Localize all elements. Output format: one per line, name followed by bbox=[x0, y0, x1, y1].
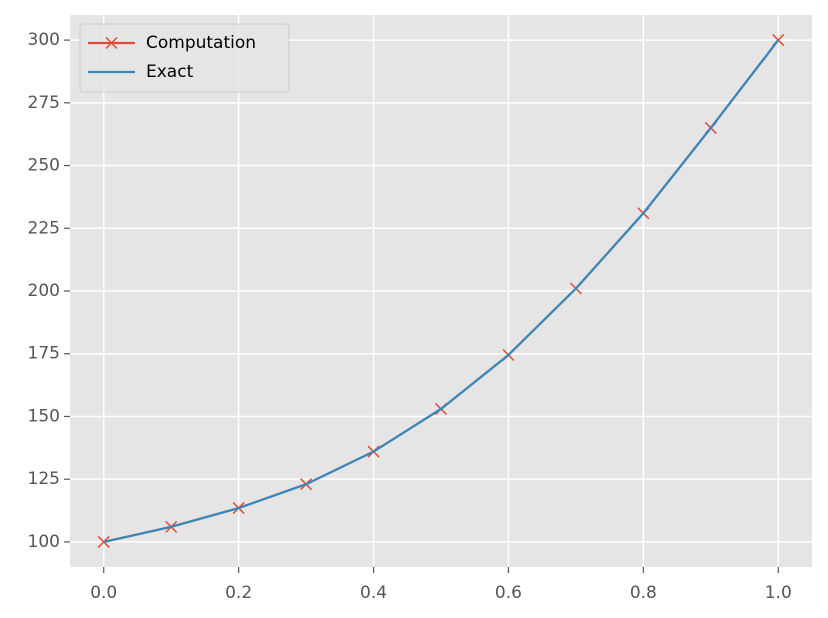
marker bbox=[97, 535, 110, 548]
y-tick-label: 200 bbox=[28, 281, 60, 301]
y-tick-label: 100 bbox=[28, 532, 60, 552]
x-tick-label: 0.6 bbox=[495, 583, 522, 603]
y-tick-label: 300 bbox=[28, 30, 60, 50]
y-tick-label: 150 bbox=[28, 406, 60, 426]
x-tick-label: 1.0 bbox=[765, 583, 792, 603]
legend-box bbox=[79, 23, 290, 93]
y-tick-label: 175 bbox=[28, 344, 60, 364]
y-tick-label: 250 bbox=[28, 156, 60, 176]
y-tick-label: 225 bbox=[28, 218, 60, 238]
series-line bbox=[103, 39, 780, 543]
legend-marker bbox=[105, 36, 118, 50]
y-tick-label: 275 bbox=[28, 93, 60, 113]
legend-label: Exact bbox=[146, 62, 194, 82]
legend-label: Computation bbox=[146, 33, 256, 53]
x-tick-label: 0.8 bbox=[630, 583, 657, 603]
y-tick-label: 125 bbox=[28, 469, 60, 489]
x-tick-label: 0.2 bbox=[225, 583, 252, 603]
x-tick-label: 0.4 bbox=[360, 583, 387, 603]
x-tick-label: 0.0 bbox=[90, 583, 117, 603]
